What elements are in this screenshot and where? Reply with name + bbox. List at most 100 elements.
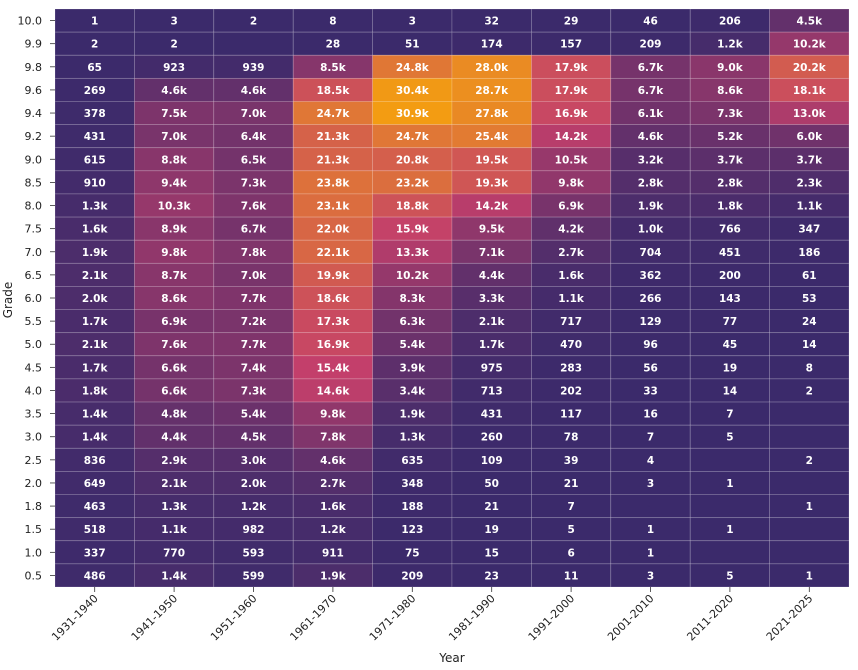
- cell-value-label: 615: [84, 154, 106, 166]
- cell-value-label: 21: [484, 501, 499, 513]
- cell-value-label: 143: [719, 293, 741, 305]
- cell-value-label: 4.6k: [241, 85, 268, 97]
- cell-value-label: 11: [564, 570, 579, 582]
- cell-value-label: 3.0k: [241, 455, 268, 467]
- cell-value-label: 9.8k: [558, 177, 585, 189]
- cell-value-label: 209: [640, 39, 662, 51]
- cell-value-label: 7.4k: [241, 362, 268, 374]
- cell-value-label: 29: [564, 16, 579, 28]
- cell-value-label: 6.9k: [558, 201, 585, 213]
- cell-value-label: 4.6k: [320, 455, 347, 467]
- cell-value-label: 9.8k: [320, 409, 347, 421]
- cell-value-label: 463: [84, 501, 106, 513]
- cell-value-label: 939: [243, 62, 265, 74]
- cell-value-label: 6.7k: [638, 85, 665, 97]
- cell-value-label: 56: [643, 362, 658, 374]
- cell-value-label: 6.0k: [797, 131, 824, 143]
- cell-value-label: 2: [806, 385, 813, 397]
- cell-value-label: 1: [91, 16, 98, 28]
- y-tick-label: 6.5: [25, 269, 43, 282]
- cell-value-label: 2.1k: [82, 339, 109, 351]
- cell-value-label: 18.5k: [316, 85, 350, 97]
- y-axis-title: Grade: [1, 282, 15, 319]
- cell-value-label: 766: [719, 224, 741, 236]
- heatmap-cell: [133, 355, 215, 380]
- cell-value-label: 109: [481, 455, 503, 467]
- cell-value-label: 16: [643, 409, 658, 421]
- cell-value-label: 24: [802, 316, 817, 328]
- cell-value-label: 7: [726, 409, 733, 421]
- heatmap-cell-labels: 1 3 2 8 3 32 29 46 206 4.5k2 2 28 51 174 157 209 1.2k 10.…: [82, 16, 827, 583]
- y-tick-label: 7.0: [25, 246, 43, 259]
- cell-value-label: 6.4k: [241, 131, 268, 143]
- cell-value-label: 2: [91, 39, 98, 51]
- cell-value-label: 24.7k: [316, 108, 350, 120]
- cell-value-label: 1.1k: [797, 201, 824, 213]
- cell-value-label: 836: [84, 455, 106, 467]
- cell-value-label: 4: [647, 455, 654, 467]
- cell-value-label: 5: [726, 570, 733, 582]
- cell-value-label: 1.9k: [82, 247, 109, 259]
- cell-value-label: 3: [647, 478, 654, 490]
- cell-value-label: 2: [170, 39, 177, 51]
- cell-value-label: 266: [640, 293, 662, 305]
- cell-value-label: 599: [243, 570, 265, 582]
- cell-value-label: 6.5k: [241, 154, 268, 166]
- cell-value-label: 6.7k: [638, 62, 665, 74]
- cell-value-label: 28: [326, 39, 341, 51]
- cell-value-label: 8.6k: [717, 85, 744, 97]
- y-tick-label: 1.8: [25, 500, 43, 513]
- cell-value-label: 7.0k: [161, 131, 188, 143]
- cell-value-label: 96: [643, 339, 658, 351]
- cell-value-label: 2.1k: [82, 270, 109, 282]
- cell-value-label: 209: [401, 570, 423, 582]
- cell-value-label: 21.3k: [316, 131, 350, 143]
- cell-value-label: 1.1k: [558, 293, 585, 305]
- cell-value-label: 8: [806, 362, 813, 374]
- cell-value-label: 8: [329, 16, 336, 28]
- cell-value-label: 7.6k: [161, 339, 188, 351]
- y-tick-label: 8.0: [25, 200, 43, 213]
- cell-value-label: 4.2k: [558, 224, 585, 236]
- cell-value-label: 7: [647, 432, 654, 444]
- x-tick-label: 2021-2025: [764, 592, 816, 644]
- cell-value-label: 337: [84, 547, 106, 559]
- cell-value-label: 23.8k: [316, 177, 350, 189]
- cell-value-label: 24.7k: [396, 131, 430, 143]
- heatmap-cell: [769, 355, 850, 380]
- cell-value-label: 28.0k: [475, 62, 509, 74]
- y-tick-label: 4.5: [25, 361, 43, 374]
- y-tick-label: 3.0: [25, 431, 43, 444]
- heatmap-cell: [213, 31, 294, 56]
- heatmap-cell: [769, 170, 850, 195]
- cell-value-label: 347: [798, 224, 820, 236]
- cell-value-label: 117: [560, 409, 582, 421]
- cell-value-label: 17.9k: [555, 85, 589, 97]
- cell-value-label: 1.7k: [82, 362, 109, 374]
- cell-value-label: 10.3k: [158, 201, 192, 213]
- y-tick-label: 4.0: [25, 384, 43, 397]
- cell-value-label: 378: [84, 108, 106, 120]
- cell-value-label: 1.4k: [82, 432, 109, 444]
- cell-value-label: 470: [560, 339, 582, 351]
- cell-value-label: 1: [726, 478, 733, 490]
- cell-value-label: 362: [640, 270, 662, 282]
- cell-value-label: 1.2k: [320, 524, 347, 536]
- cell-value-label: 2.8k: [638, 177, 665, 189]
- cell-value-label: 8.9k: [161, 224, 188, 236]
- cell-value-label: 53: [802, 293, 817, 305]
- y-tick-label: 2.5: [25, 454, 43, 467]
- cell-value-label: 75: [405, 547, 420, 559]
- cell-value-label: 14: [802, 339, 817, 351]
- heatmap-cells: [54, 8, 850, 588]
- heatmap-cell: [769, 401, 850, 426]
- cell-value-label: 8.3k: [400, 293, 427, 305]
- cell-value-label: 3.7k: [717, 154, 744, 166]
- cell-value-label: 6.7k: [241, 224, 268, 236]
- cell-value-label: 16.9k: [316, 339, 350, 351]
- cell-value-label: 202: [560, 385, 582, 397]
- cell-value-label: 1.3k: [161, 501, 188, 513]
- cell-value-label: 25.4k: [475, 131, 509, 143]
- cell-value-label: 7.6k: [241, 201, 268, 213]
- cell-value-label: 8.8k: [161, 154, 188, 166]
